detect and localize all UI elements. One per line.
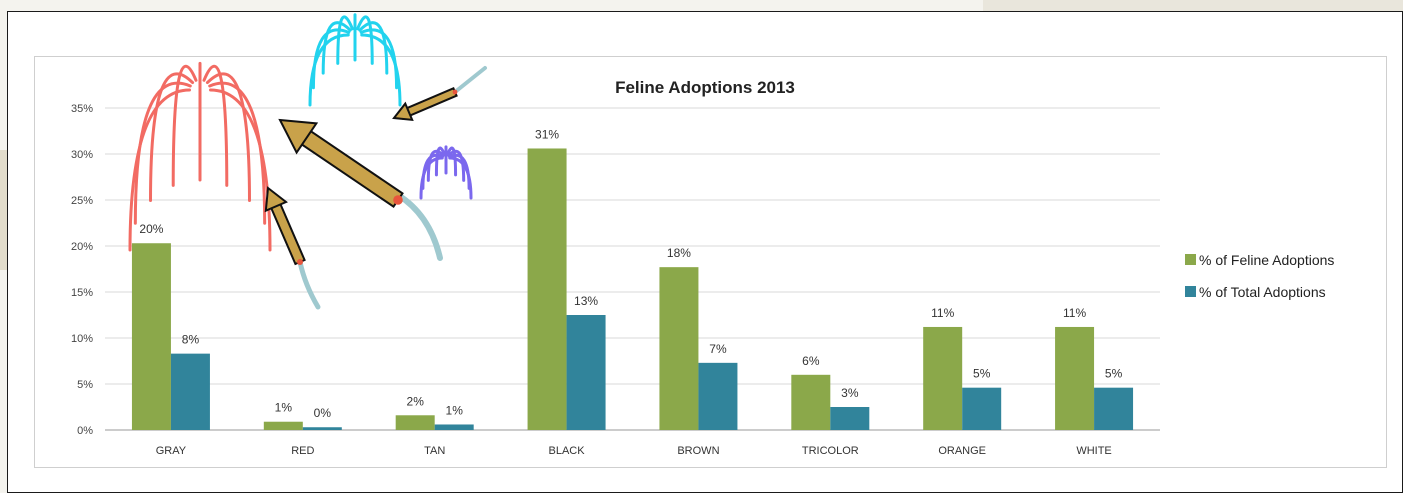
data-label: 8% (182, 333, 200, 347)
data-label: 2% (407, 394, 425, 408)
firework-streak (202, 64, 229, 187)
bar (395, 415, 435, 430)
firework-streak (133, 81, 192, 225)
x-tick-label: BLACK (549, 445, 586, 457)
y-tick-label: 15% (71, 287, 93, 299)
data-labels: 20% 8% 1% 0% 2% 1% 31% 13% 18% 7% 6% 3% 11% 5% 11% 5% (139, 127, 1122, 420)
data-label: 11% (1063, 306, 1086, 320)
x-tick-label: BROWN (677, 445, 719, 457)
y-tick-label: 5% (77, 379, 93, 391)
rocket-trail (453, 66, 487, 94)
firework-streak (311, 28, 351, 90)
x-tick-label: TRICOLOR (802, 445, 859, 457)
data-label: 11% (931, 306, 954, 320)
firework-streak (448, 156, 473, 200)
x-tick-label: RED (291, 445, 314, 457)
x-tick-label: WHITE (1076, 445, 1111, 457)
bar (962, 387, 1002, 430)
firework-streak (209, 88, 272, 252)
rocket-head (278, 118, 319, 155)
red-firework (128, 61, 272, 252)
chart-title: Feline Adoptions 2013 (615, 78, 795, 97)
bar (566, 315, 606, 430)
data-label: 3% (841, 386, 859, 400)
data-label: 5% (1105, 367, 1123, 381)
legend-swatch (1185, 286, 1196, 297)
bar (659, 267, 699, 430)
bar (830, 407, 870, 430)
x-tick-label: GRAY (156, 445, 187, 457)
bar (131, 243, 171, 430)
firework-streak (321, 21, 352, 75)
bar (1055, 326, 1095, 430)
y-tick-label: 35% (71, 103, 93, 115)
legend-swatch (1185, 254, 1196, 265)
data-label: 13% (574, 294, 598, 308)
fireworks-decoration (128, 13, 487, 310)
rocket-tiny (392, 87, 458, 121)
firework-streak (336, 15, 354, 65)
legend-label: % of Total Adoptions (1199, 284, 1326, 300)
rocket-trail (297, 259, 321, 310)
data-label: 1% (446, 403, 464, 417)
rocket-small (264, 186, 306, 266)
bar (923, 326, 963, 430)
firework-streak (445, 146, 458, 177)
data-label: 31% (535, 127, 559, 141)
bar (1094, 387, 1134, 430)
firework-streak (434, 146, 447, 177)
data-label: 6% (802, 354, 820, 368)
rocket-head (392, 101, 414, 121)
y-tick-label: 10% (71, 333, 93, 345)
legend: % of Feline Adoptions % of Total Adoption… (1185, 252, 1334, 300)
y-axis: 0% 5% 10% 15% 20% 25% 30% 35% (71, 103, 93, 437)
y-tick-label: 0% (77, 425, 93, 437)
firework-streak (358, 21, 389, 75)
rocket-large (278, 118, 404, 209)
cyan-firework (308, 13, 402, 107)
bars (131, 148, 1134, 431)
firework-streak (447, 149, 466, 182)
firework-streak (171, 64, 198, 187)
data-label: 5% (973, 367, 991, 381)
bar (698, 362, 738, 430)
bar (527, 148, 567, 431)
gridlines (105, 107, 1160, 431)
rocket-flame (452, 89, 458, 95)
y-tick-label: 30% (71, 149, 93, 161)
bar (434, 424, 474, 430)
bar (170, 353, 210, 430)
purple-firework (419, 145, 473, 200)
data-label: 7% (709, 342, 727, 356)
data-label: 20% (139, 222, 163, 236)
legend-label: % of Feline Adoptions (1199, 252, 1334, 268)
bar (791, 374, 831, 430)
data-label: 0% (314, 406, 332, 420)
bar (263, 421, 303, 430)
rocket-flame (297, 259, 303, 265)
x-tick-label: TAN (424, 445, 445, 457)
rocket-head (264, 186, 288, 213)
firework-streak (308, 33, 350, 107)
firework-streak (356, 15, 374, 65)
rocket-trail (395, 192, 443, 261)
bar (302, 427, 342, 430)
x-axis: GRAY RED TAN BLACK BROWN TRICOLOR ORANGE WHITE (156, 445, 1112, 457)
data-label: 18% (667, 246, 691, 260)
firework-streak (421, 153, 445, 190)
firework-streak (149, 72, 195, 203)
y-tick-label: 20% (71, 241, 93, 253)
data-label: 1% (275, 401, 293, 415)
firework-streak (208, 81, 267, 225)
rocket-flame (393, 195, 403, 205)
firework-streak (360, 33, 402, 107)
firework-streak (426, 149, 445, 182)
x-tick-label: ORANGE (938, 445, 986, 457)
y-tick-label: 25% (71, 195, 93, 207)
